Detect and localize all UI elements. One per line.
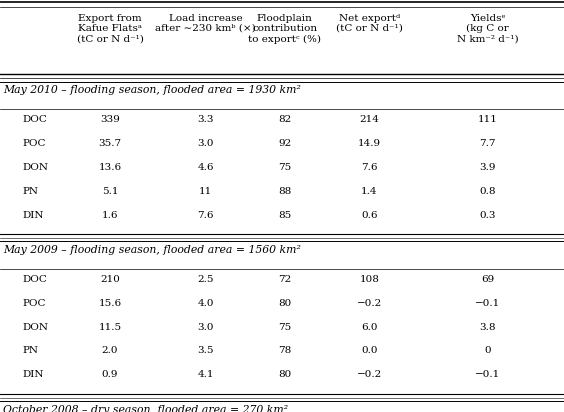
Text: 339: 339 [100,115,120,124]
Text: 75: 75 [278,323,292,332]
Text: 11.5: 11.5 [98,323,122,332]
Text: 35.7: 35.7 [98,139,122,148]
Text: 72: 72 [278,275,292,284]
Text: 3.5: 3.5 [197,346,214,356]
Text: 15.6: 15.6 [98,299,122,308]
Text: −0.1: −0.1 [475,370,500,379]
Text: 14.9: 14.9 [358,139,381,148]
Text: 75: 75 [278,163,292,172]
Text: 4.6: 4.6 [197,163,214,172]
Text: 3.0: 3.0 [197,323,214,332]
Text: 0.3: 0.3 [479,211,496,220]
Text: DIN: DIN [23,370,44,379]
Text: −0.2: −0.2 [357,370,382,379]
Text: 6.0: 6.0 [361,323,378,332]
Text: 0.9: 0.9 [102,370,118,379]
Text: Export from
Kafue Flatsᵃ
(tC or N d⁻¹): Export from Kafue Flatsᵃ (tC or N d⁻¹) [77,14,143,43]
Text: Yieldsᵉ
(kg C or
N km⁻² d⁻¹): Yieldsᵉ (kg C or N km⁻² d⁻¹) [457,14,519,44]
Text: May 2009 – flooding season, flooded area = 1560 km²: May 2009 – flooding season, flooded area… [3,245,301,255]
Text: 7.6: 7.6 [197,211,214,220]
Text: −0.2: −0.2 [357,299,382,308]
Text: 13.6: 13.6 [98,163,122,172]
Text: 214: 214 [359,115,380,124]
Text: Floodplain
contribution
to exportᶜ (%): Floodplain contribution to exportᶜ (%) [248,14,321,44]
Text: 2.0: 2.0 [102,346,118,356]
Text: 2.5: 2.5 [197,275,214,284]
Text: −0.1: −0.1 [475,299,500,308]
Text: 3.0: 3.0 [197,139,214,148]
Text: POC: POC [23,299,46,308]
Text: 0.6: 0.6 [361,211,378,220]
Text: May 2010 – flooding season, flooded area = 1930 km²: May 2010 – flooding season, flooded area… [3,85,301,95]
Text: 1.4: 1.4 [361,187,378,196]
Text: DIN: DIN [23,211,44,220]
Text: 82: 82 [278,115,292,124]
Text: 69: 69 [481,275,495,284]
Text: 210: 210 [100,275,120,284]
Text: PN: PN [23,187,38,196]
Text: 0.0: 0.0 [361,346,378,356]
Text: DON: DON [23,163,49,172]
Text: DON: DON [23,323,49,332]
Text: 4.1: 4.1 [197,370,214,379]
Text: 7.6: 7.6 [361,163,378,172]
Text: 5.1: 5.1 [102,187,118,196]
Text: 3.3: 3.3 [197,115,214,124]
Text: 11: 11 [199,187,213,196]
Text: 7.7: 7.7 [479,139,496,148]
Text: POC: POC [23,139,46,148]
Text: 111: 111 [478,115,498,124]
Text: 0.8: 0.8 [479,187,496,196]
Text: 3.8: 3.8 [479,323,496,332]
Text: 80: 80 [278,370,292,379]
Text: 0: 0 [484,346,491,356]
Text: 4.0: 4.0 [197,299,214,308]
Text: PN: PN [23,346,38,356]
Text: 3.9: 3.9 [479,163,496,172]
Text: 92: 92 [278,139,292,148]
Text: 1.6: 1.6 [102,211,118,220]
Text: 88: 88 [278,187,292,196]
Text: Load increase
after ∼230 kmᵇ (×): Load increase after ∼230 kmᵇ (×) [156,14,256,33]
Text: 78: 78 [278,346,292,356]
Text: 108: 108 [359,275,380,284]
Text: Net exportᵈ
(tC or N d⁻¹): Net exportᵈ (tC or N d⁻¹) [336,14,403,33]
Text: 85: 85 [278,211,292,220]
Text: 80: 80 [278,299,292,308]
Text: October 2008 – dry season, flooded area = 270 km²: October 2008 – dry season, flooded area … [3,405,288,412]
Text: DOC: DOC [23,275,47,284]
Text: DOC: DOC [23,115,47,124]
